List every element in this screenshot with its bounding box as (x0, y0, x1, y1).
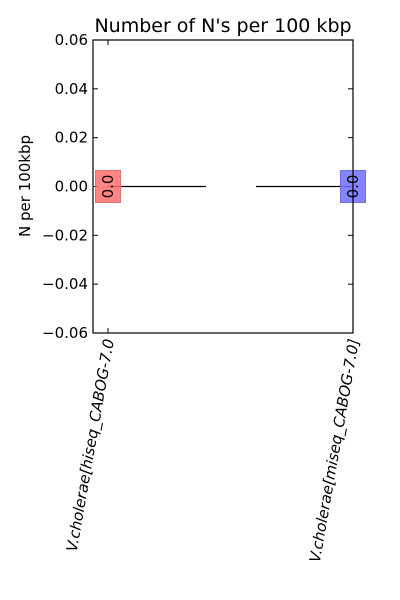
x-axis-tick-labels: V.cholerae[hiseq_CABOG-7.0 V.cholerae[mis… (63, 40, 364, 564)
y-tick-label: 0.02 (55, 129, 88, 147)
y-tick-label: −0.06 (42, 324, 88, 342)
y-tick-label: −0.04 (42, 275, 88, 293)
x-tick-label: V.cholerae[hiseq_CABOG-7.0 (63, 338, 119, 554)
y-tick-label: 0.06 (55, 31, 88, 49)
y-axis-label: N per 100kbp (16, 135, 34, 237)
bars: 0.0 0.0 (96, 171, 366, 203)
x-tick-label: V.cholerae[miseq_CABOG-7.0] (306, 337, 364, 563)
y-tick-label: 0.04 (55, 80, 88, 98)
y-tick-label: 0.00 (55, 178, 88, 196)
chart-title: Number of N's per 100 kbp (94, 15, 351, 37)
y-tick-label: −0.02 (42, 226, 88, 244)
bar-data-label: 0.0 (99, 175, 117, 199)
